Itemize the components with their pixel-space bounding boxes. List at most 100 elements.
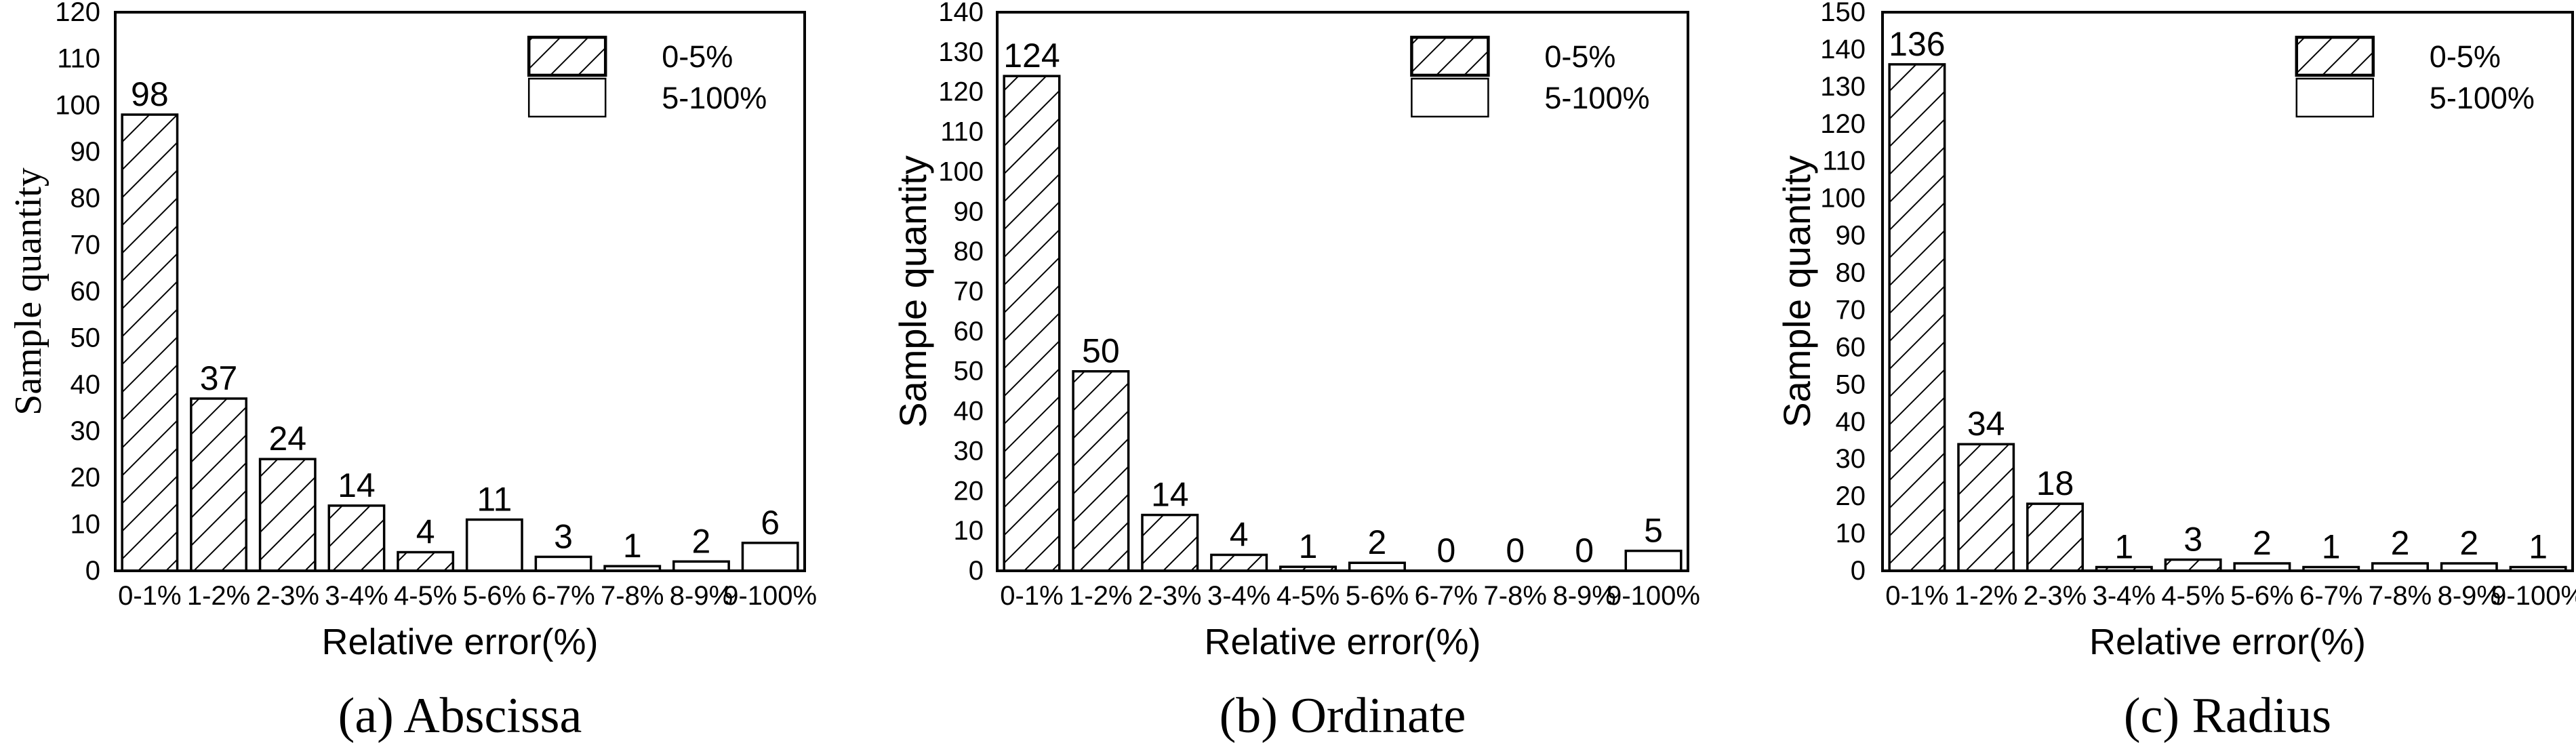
- bar: [258, 458, 317, 572]
- bar-value-label: 3: [2183, 521, 2202, 559]
- bar-value-label: 98: [131, 75, 169, 113]
- bar-value-label: 2: [2253, 524, 2272, 562]
- bar-value-label: 50: [1082, 332, 1120, 370]
- panel-caption: (c) Radius: [2124, 688, 2331, 743]
- x-tick-label: 2-3%: [256, 581, 319, 611]
- y-tick-label: 120: [1820, 109, 1866, 139]
- legend-label: 5-100%: [2430, 81, 2535, 115]
- y-tick-label: 100: [55, 90, 100, 120]
- bar: [121, 113, 179, 572]
- bar-value-label: 6: [761, 504, 780, 542]
- bar-value-label: 1: [623, 527, 642, 565]
- x-tick-label: 1-2%: [1954, 581, 2017, 611]
- plot-box: [996, 11, 1689, 572]
- bar-value-label: 34: [1967, 405, 2005, 443]
- y-tick-label: 10: [954, 516, 984, 546]
- y-tick-label: 40: [1836, 407, 1866, 437]
- y-tick-label: 90: [1836, 221, 1866, 251]
- x-tick-label: 9-100%: [1607, 581, 1700, 611]
- x-tick-label: 2-3%: [1138, 581, 1201, 611]
- legend-swatch-plain: [2295, 77, 2375, 118]
- y-tick-label: 90: [954, 197, 984, 226]
- x-tick-label: 8-9%: [670, 581, 733, 611]
- bar-value-label: 4: [1230, 515, 1249, 553]
- legend-label: 0-5%: [1544, 39, 1615, 74]
- y-tick-label: 80: [71, 184, 101, 214]
- x-tick-label: 6-7%: [531, 581, 595, 611]
- bar: [1957, 443, 2015, 572]
- x-tick-label: 5-6%: [1346, 581, 1409, 611]
- y-tick-label: 30: [1836, 444, 1866, 474]
- bar: [1141, 513, 1199, 572]
- x-tick-label: 8-9%: [2438, 581, 2501, 611]
- x-tick-label: 9-100%: [2491, 581, 2576, 611]
- y-tick-label: 110: [57, 44, 100, 74]
- y-tick-label: 0: [85, 556, 100, 586]
- bar: [1210, 553, 1268, 572]
- panel-caption: (a) Abscissa: [338, 688, 582, 743]
- y-tick-label: 100: [938, 157, 984, 186]
- bar-value-label: 18: [2036, 464, 2074, 502]
- bar-value-label: 14: [338, 466, 376, 504]
- bar-value-label: 5: [1644, 512, 1663, 550]
- legend-swatch-plain: [1411, 77, 1489, 118]
- x-tick-label: 0-1%: [118, 581, 181, 611]
- legend-swatch-hatched: [527, 35, 607, 77]
- x-tick-label: 9-100%: [723, 581, 817, 611]
- chart-c-svg: 0102030405060708090100110120130140150136…: [1775, 0, 2576, 743]
- x-tick-label: 7-8%: [1484, 581, 1547, 611]
- bar-value-label: 2: [692, 522, 711, 560]
- y-tick-label: 0: [969, 556, 984, 586]
- y-axis-title: Sample quantity: [891, 155, 934, 428]
- legend-label: 5-100%: [1544, 81, 1649, 115]
- bar: [190, 397, 247, 572]
- y-tick-label: 20: [954, 476, 984, 506]
- x-axis-title: Relative error(%): [1204, 622, 1481, 662]
- x-tick-label: 3-4%: [2093, 581, 2156, 611]
- legend-label: 0-5%: [662, 39, 733, 74]
- bar-value-label: 0: [1436, 531, 1455, 569]
- x-tick-label: 7-8%: [2369, 581, 2432, 611]
- y-tick-label: 50: [71, 323, 101, 353]
- bar-value-label: 1: [2322, 528, 2341, 566]
- y-tick-label: 120: [55, 0, 100, 27]
- y-tick-label: 10: [71, 509, 101, 539]
- bar-value-label: 1: [1299, 527, 1318, 565]
- bar-value-label: 24: [268, 420, 306, 458]
- y-axis-title: Sample quantity: [7, 167, 49, 416]
- y-tick-label: 40: [954, 397, 984, 426]
- panel-caption: (b) Ordinate: [1220, 688, 1466, 743]
- bar: [465, 518, 523, 572]
- bar-value-label: 3: [554, 517, 573, 555]
- x-tick-label: 4-5%: [394, 581, 457, 611]
- bar: [2164, 558, 2222, 572]
- legend-swatch-hatched: [1410, 35, 1490, 77]
- y-tick-label: 20: [1836, 481, 1866, 511]
- y-tick-label: 130: [1820, 72, 1866, 102]
- y-tick-label: 70: [1836, 295, 1866, 325]
- bar-value-label: 136: [1889, 25, 1945, 63]
- bar: [672, 560, 730, 572]
- x-tick-label: 6-7%: [1415, 581, 1478, 611]
- y-tick-label: 20: [71, 463, 101, 493]
- bar-value-label: 2: [2391, 524, 2410, 562]
- bar-value-label: 1: [2114, 528, 2133, 566]
- legend-swatch-hatched: [2295, 35, 2375, 77]
- y-tick-label: 100: [1820, 184, 1866, 214]
- x-tick-label: 5-6%: [463, 581, 526, 611]
- bar: [1624, 549, 1683, 572]
- bar-value-label: 2: [2459, 524, 2478, 562]
- y-tick-label: 50: [1836, 369, 1866, 399]
- bar-value-label: 14: [1151, 476, 1189, 514]
- bar-value-label: 0: [1575, 531, 1594, 569]
- y-tick-label: 90: [71, 137, 101, 167]
- y-tick-label: 0: [1851, 556, 1866, 586]
- x-tick-label: 4-5%: [1276, 581, 1340, 611]
- legend-label: 5-100%: [662, 81, 767, 115]
- x-axis-title: Relative error(%): [2089, 622, 2366, 662]
- bar: [741, 542, 799, 572]
- chart-panel-b: 0 10 20 30 40 50 60 70 80 90 100 110 120 130 140 124 0-1…: [858, 0, 1716, 743]
- x-tick-label: 0-1%: [1000, 581, 1063, 611]
- bar: [1888, 63, 1946, 572]
